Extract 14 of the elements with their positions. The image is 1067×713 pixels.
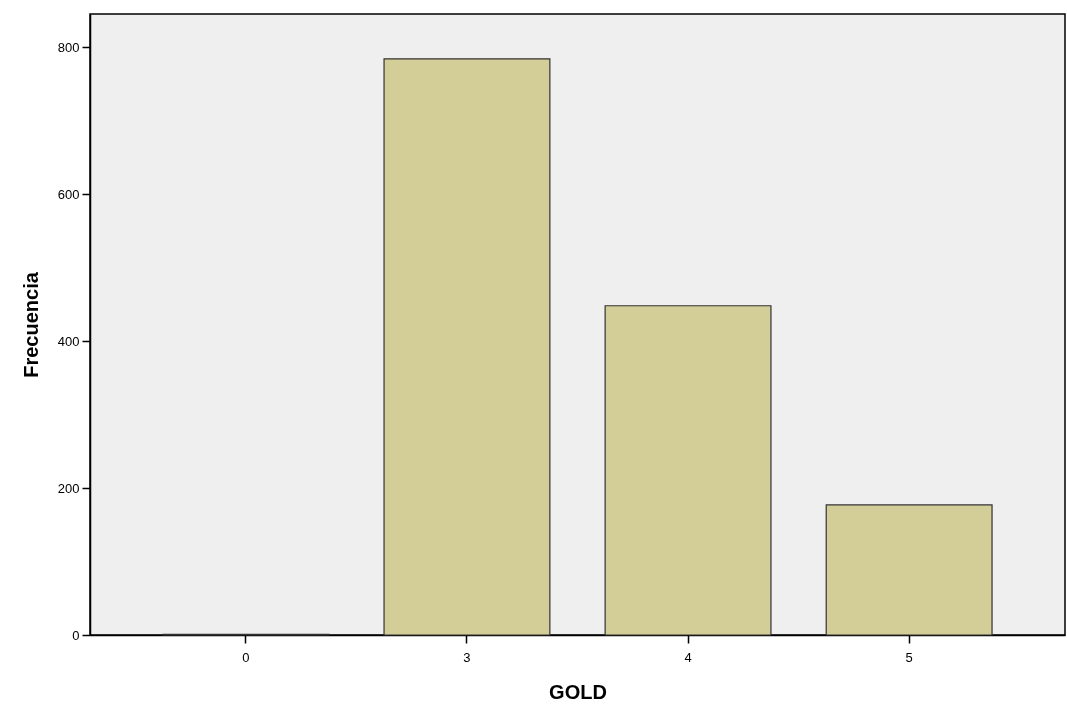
x-tick-label: 3 xyxy=(463,649,471,665)
x-tick-label: 4 xyxy=(684,649,692,665)
x-tick-label: 5 xyxy=(905,649,913,665)
y-tick-label: 600 xyxy=(57,186,80,202)
bar xyxy=(604,305,772,636)
y-tick-label: 800 xyxy=(57,39,80,55)
x-axis-title: GOLD xyxy=(549,680,607,703)
bar xyxy=(383,58,551,636)
bar xyxy=(825,504,993,636)
y-axis-title: Frecuencia xyxy=(19,271,42,378)
y-tick-label: 200 xyxy=(57,480,80,496)
y-tick-label: 400 xyxy=(57,333,80,349)
x-tick-label: 0 xyxy=(242,649,250,665)
y-tick-label: 0 xyxy=(72,627,80,643)
